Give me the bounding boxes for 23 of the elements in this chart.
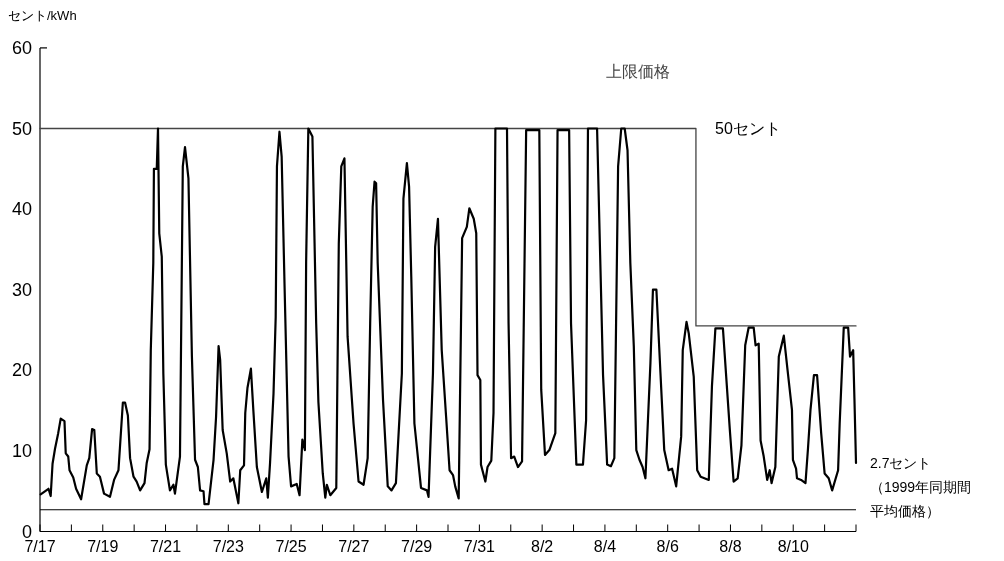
xtick-label: 8/8	[719, 537, 742, 555]
xtick-label: 8/2	[531, 537, 554, 555]
ylabel: セント/kWh	[8, 8, 77, 23]
ytick-label: 10	[11, 440, 32, 461]
series-label: 上限価格	[605, 62, 670, 80]
ytick-label: 40	[11, 199, 32, 220]
ref-line-label: 2.7セント（1999年同期間平均価格）	[870, 454, 972, 519]
xtick-label: 7/29	[401, 537, 433, 555]
ytick-label: 60	[11, 37, 32, 58]
xtick-label: 7/17	[24, 537, 56, 555]
xtick-label: 7/31	[463, 537, 495, 555]
xtick-label: 7/23	[212, 537, 244, 555]
annotation: 50セント	[715, 120, 781, 137]
ytick-label: 20	[11, 360, 32, 381]
xtick-label: 7/27	[338, 537, 370, 555]
ytick-label: 30	[11, 279, 32, 300]
xtick-label: 8/6	[656, 537, 679, 555]
xtick-label: 8/4	[593, 537, 617, 555]
xtick-label: 7/25	[275, 537, 307, 555]
xtick-label: 7/19	[87, 537, 119, 555]
xtick-label: 8/10	[777, 537, 809, 555]
ytick-label: 50	[11, 118, 32, 139]
xtick-label: 7/21	[149, 537, 182, 555]
